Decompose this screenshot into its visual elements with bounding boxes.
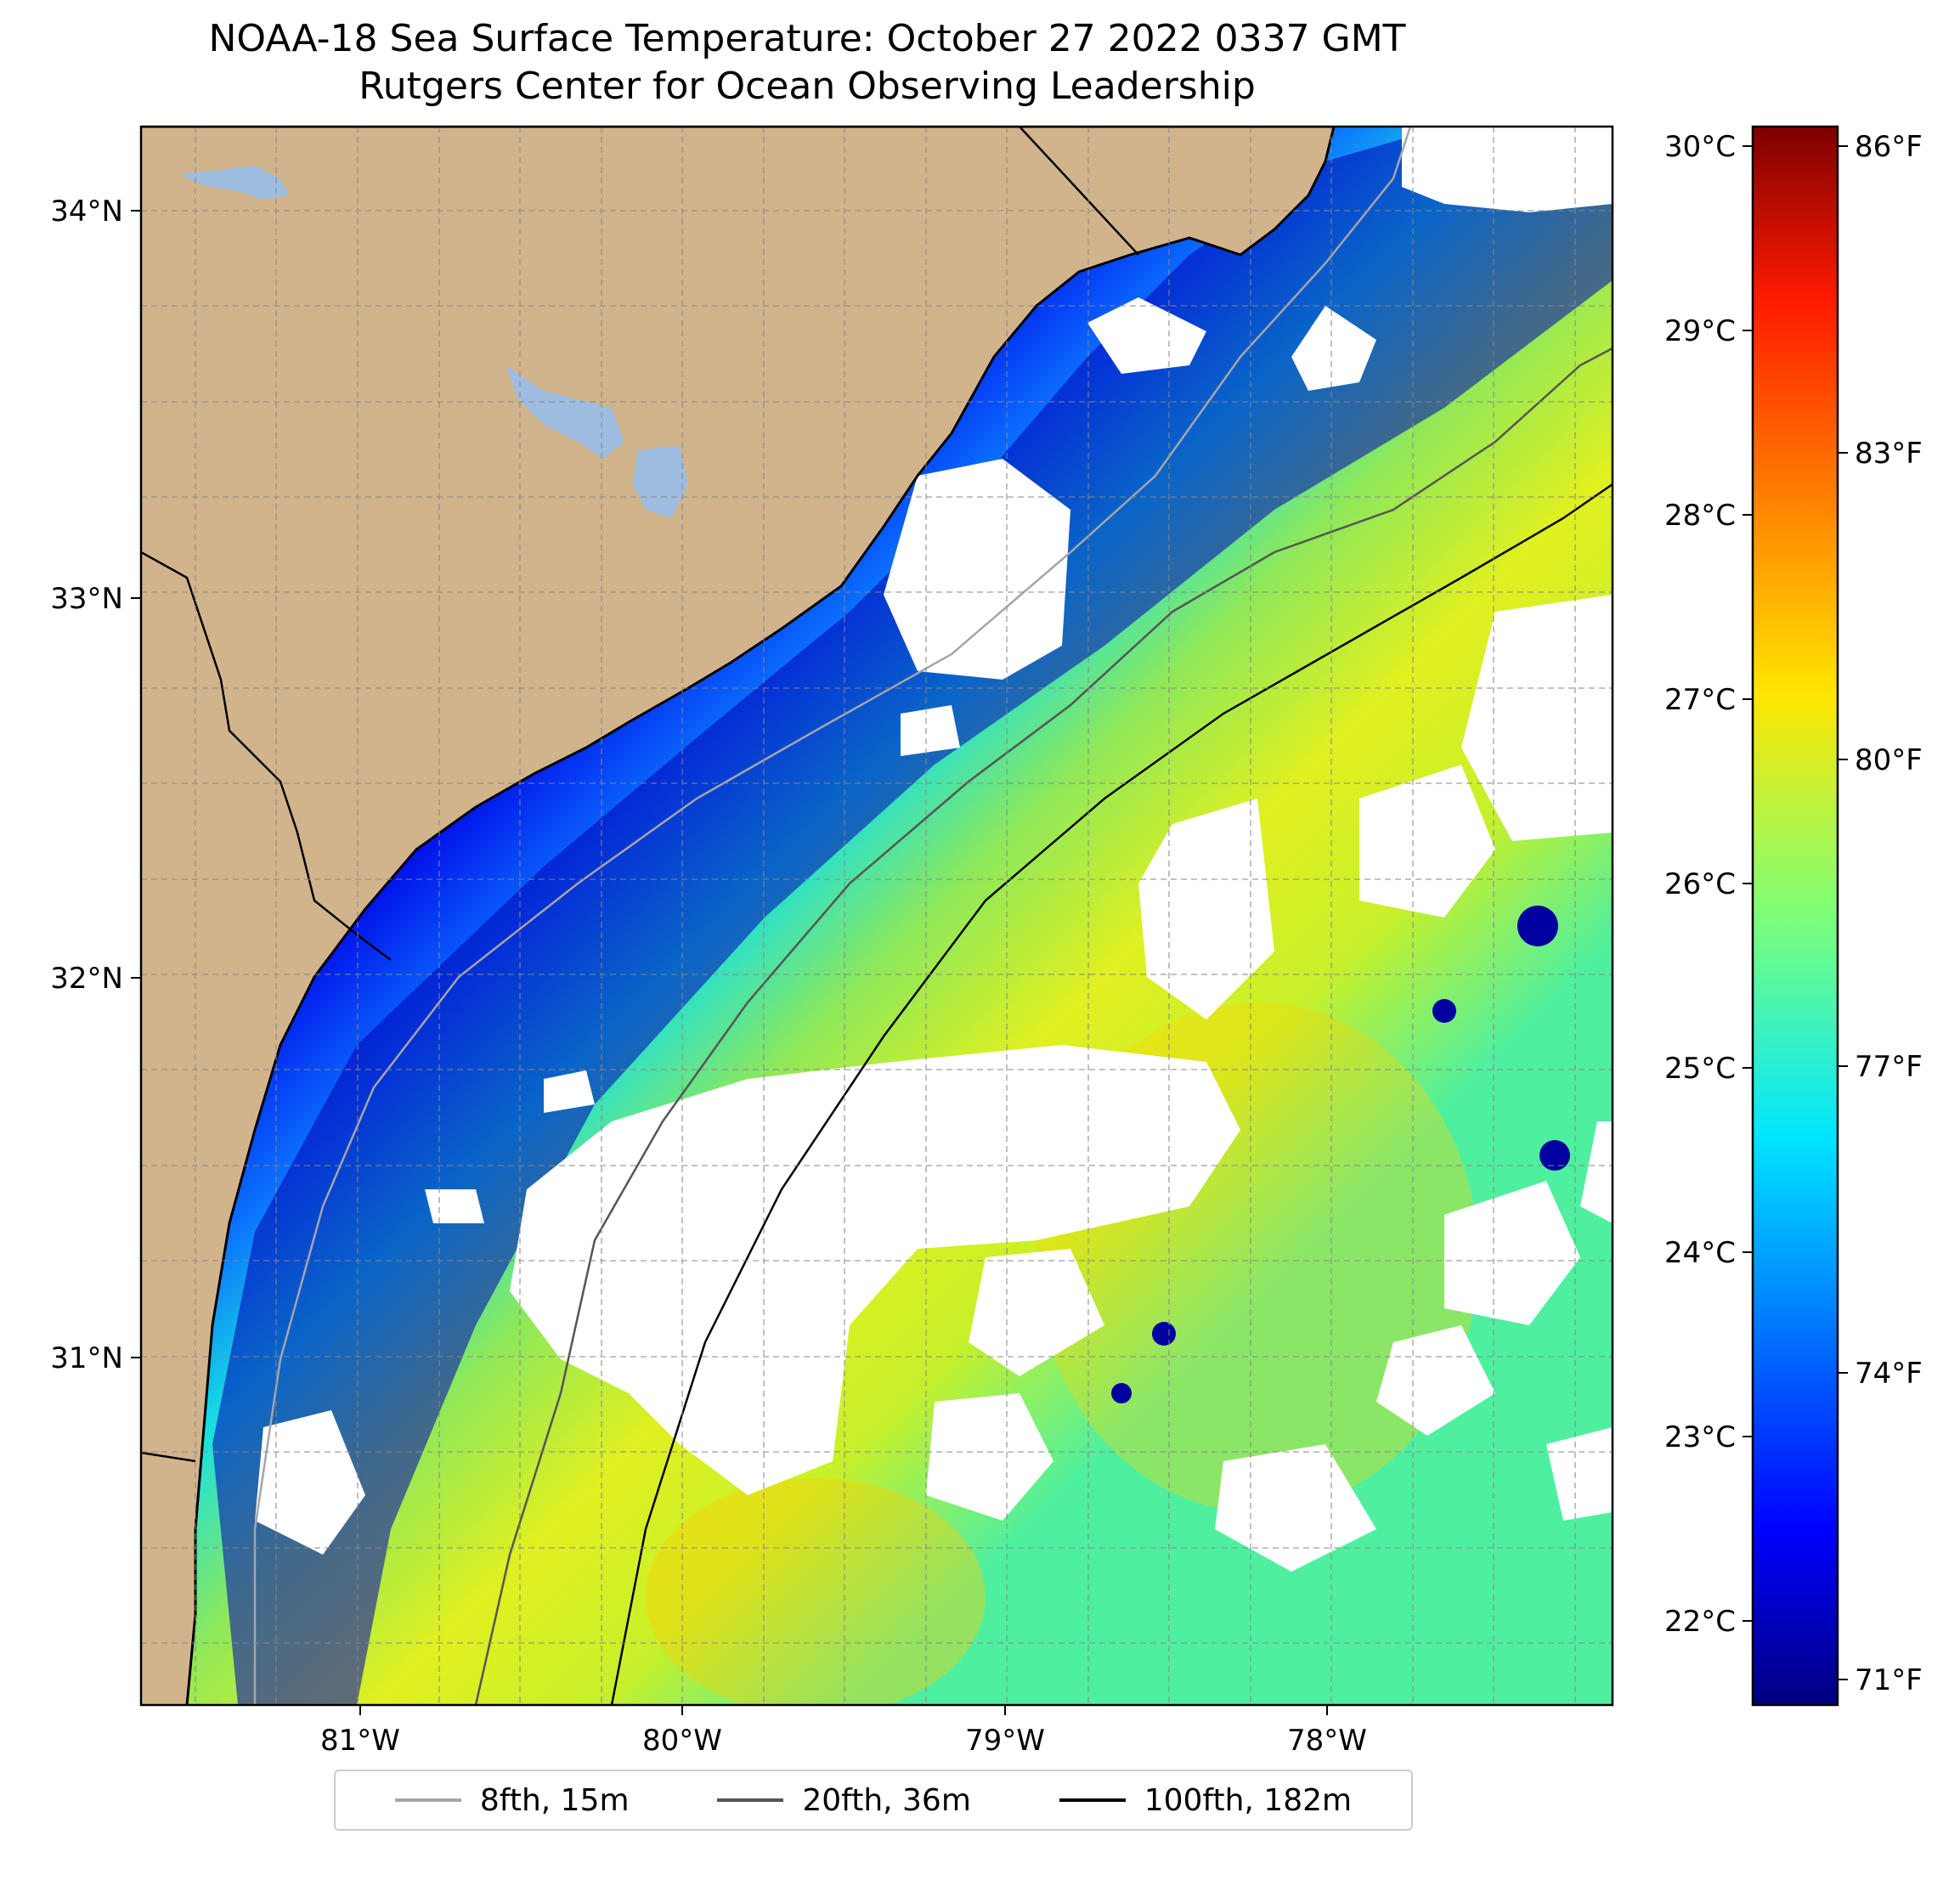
state-border <box>1019 127 1139 256</box>
contour-36m <box>474 347 1613 1705</box>
warm-water-patch <box>646 1478 986 1705</box>
state-border <box>141 550 392 961</box>
colorbar-fahrenheit-label: 83°F <box>1855 437 1923 471</box>
lon-label: 80°W <box>642 1724 722 1758</box>
map-frame <box>139 125 1614 1707</box>
colorbar-fahrenheit-label: 71°F <box>1855 1663 1923 1697</box>
lake <box>178 166 289 200</box>
map-title: NOAA-18 Sea Surface Temperature: October… <box>208 17 1406 60</box>
lat-label: 32°N <box>50 962 123 996</box>
nearshore-cool-water <box>212 127 1613 1705</box>
colorbar <box>1751 125 1839 1707</box>
lon-label: 79°W <box>965 1724 1045 1758</box>
lon-label: 81°W <box>320 1724 400 1758</box>
lat-label: 34°N <box>50 195 123 229</box>
colorbar-celsius-label: 29°C <box>1664 314 1736 348</box>
colorbar-celsius-label: 26°C <box>1664 867 1736 901</box>
colorbar-fahrenheit-label: 80°F <box>1855 743 1923 777</box>
colorbar-celsius-label: 25°C <box>1664 1052 1736 1086</box>
axis-ticks <box>131 210 1328 1715</box>
colorbar-celsius-label: 24°C <box>1664 1236 1736 1270</box>
coastline <box>141 127 1336 1705</box>
lat-label: 31°N <box>50 1341 123 1375</box>
map-subtitle: Rutgers Center for Ocean Observing Leade… <box>359 65 1256 108</box>
state-border <box>141 1451 196 1463</box>
legend-label: 20fth, 36m <box>802 1782 971 1818</box>
legend-label: 8fth, 15m <box>479 1782 630 1818</box>
colorbar-celsius-label: 30°C <box>1664 130 1736 164</box>
colorbar-fahrenheit-label: 86°F <box>1855 130 1923 164</box>
lon-label: 78°W <box>1287 1724 1367 1758</box>
legend-item-36m: 20fth, 36m <box>717 1783 971 1818</box>
legend: 8fth, 15m 20fth, 36m 100fth, 182m <box>334 1770 1413 1831</box>
colorbar-fahrenheit-label: 77°F <box>1855 1050 1923 1084</box>
legend-item-182m: 100fth, 182m <box>1059 1783 1352 1818</box>
colorbar-celsius-label: 27°C <box>1664 683 1736 717</box>
land-area <box>141 127 1334 1705</box>
colorbar-celsius-label: 23°C <box>1664 1420 1736 1454</box>
legend-line-icon <box>717 1798 784 1802</box>
legend-item-15m: 8fth, 15m <box>394 1782 630 1818</box>
colorbar-fahrenheit-label: 74°F <box>1855 1357 1923 1391</box>
contour-15m <box>253 127 1412 1705</box>
legend-label: 100fth, 182m <box>1144 1782 1353 1818</box>
colorbar-celsius-label: 22°C <box>1664 1605 1736 1639</box>
colorbar-ticks <box>1743 145 1848 1680</box>
lake <box>633 446 688 518</box>
lat-label: 33°N <box>50 582 123 616</box>
colorbar-celsius-label: 28°C <box>1664 499 1736 533</box>
lake <box>506 365 624 459</box>
legend-line-icon <box>394 1798 461 1802</box>
legend-line-icon <box>1059 1798 1126 1802</box>
gridlines <box>141 127 1613 1705</box>
map-area <box>141 127 1613 1705</box>
contour-182m <box>610 483 1613 1705</box>
cold-spots <box>1111 906 1570 1403</box>
